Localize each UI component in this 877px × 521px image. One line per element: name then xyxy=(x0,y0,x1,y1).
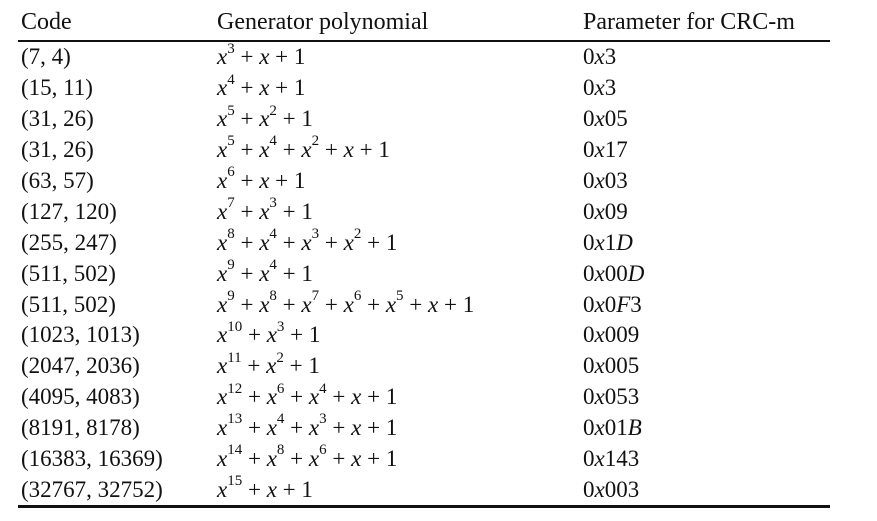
parameter-cell: 0x005 xyxy=(583,353,640,379)
polynomial-cell: x6 + x + 1 xyxy=(217,164,306,193)
parameter-cell: 0x03 xyxy=(583,168,628,193)
parameter-cell: 0x05 xyxy=(583,106,628,132)
code-cell: (63, 57) xyxy=(21,168,94,193)
header-code: Code xyxy=(18,4,214,42)
parameter-cell: 0x00D xyxy=(583,260,645,286)
table-row: (4095, 4083) x12 + x6 + x4 + x + 1 0x053 xyxy=(18,380,830,413)
table-row: (63, 57) x6 + x + 1 0x03 xyxy=(18,164,830,197)
polynomial-cell: x9 + x4 + 1 xyxy=(217,257,313,286)
code-cell: (511, 502) xyxy=(21,291,116,317)
parameter-cell: 0x009 xyxy=(583,322,640,348)
table-body: (7, 4) x3 + x + 1 0x3 (15, 11) x4 + x + 1 0x3… xyxy=(18,41,830,509)
table-row: (31, 26) x5 + x4 + x2 + x + 1 0x17 xyxy=(18,133,830,166)
table-row: (8191, 8178) x13 + x4 + x3 + x + 1 0x01B xyxy=(18,411,830,444)
polynomial-cell: x5 + x2 + 1 xyxy=(217,102,313,132)
header-parameter: Parameter for CRC-m xyxy=(580,4,830,42)
parameter-cell: 0x143 xyxy=(583,446,640,472)
code-cell: (16383, 16369) xyxy=(21,446,163,472)
header-row: Code Generator polynomial Parameter for … xyxy=(18,4,830,42)
code-cell: (31, 26) xyxy=(21,137,94,163)
code-cell: (7, 4) xyxy=(21,44,71,70)
polynomial-cell: x10 + x3 + 1 xyxy=(217,318,321,348)
parameter-cell: 0x053 xyxy=(583,384,640,410)
parameter-cell: 0x01B xyxy=(583,415,642,441)
parameter-cell: 0x0F3 xyxy=(583,291,642,317)
table-row: (32767, 32752) x15 + x + 1 0x003 xyxy=(18,474,830,509)
crc-generator-table: Code Generator polynomial Parameter for … xyxy=(18,4,830,509)
code-cell: (255, 247) xyxy=(21,229,117,255)
parameter-cell: 0x17 xyxy=(583,137,628,163)
header-generator-polynomial: Generator polynomial xyxy=(214,4,580,42)
polynomial-cell: x5 + x4 + x2 + x + 1 xyxy=(217,133,390,163)
table-row: (1023, 1013) x10 + x3 + 1 0x009 xyxy=(18,318,830,351)
polynomial-cell: x7 + x3 + 1 xyxy=(217,195,313,224)
code-cell: (31, 26) xyxy=(21,106,94,132)
code-cell: (511, 502) xyxy=(21,260,116,286)
polynomial-cell: x8 + x4 + x3 + x2 + 1 xyxy=(217,226,398,255)
parameter-cell: 0x1D xyxy=(583,229,633,255)
parameter-cell: 0x09 xyxy=(583,198,628,224)
crc-table-container: Code Generator polynomial Parameter for … xyxy=(18,4,830,509)
code-cell: (2047, 2036) xyxy=(21,353,140,379)
code-cell: (32767, 32752) xyxy=(18,474,214,509)
code-cell: (1023, 1013) xyxy=(21,322,140,348)
table-row: (31, 26) x5 + x2 + 1 0x05 xyxy=(18,102,830,135)
table-row: (255, 247) x8 + x4 + x3 + x2 + 1 0x1D xyxy=(18,227,830,258)
table-row: (2047, 2036) x11 + x2 + 1 0x005 xyxy=(18,349,830,382)
code-cell: (4095, 4083) xyxy=(21,384,140,410)
polynomial-cell: x12 + x6 + x4 + x + 1 xyxy=(217,380,398,410)
polynomial-cell: x4 + x + 1 xyxy=(217,71,306,101)
polynomial-cell: x15 + x + 1 xyxy=(214,474,580,509)
polynomial-cell: x13 + x4 + x3 + x + 1 xyxy=(217,411,398,441)
polynomial-cell: x11 + x2 + 1 xyxy=(217,349,320,379)
parameter-cell: 0x3 xyxy=(583,75,617,101)
table-row: (7, 4) x3 + x + 1 0x3 xyxy=(18,41,830,73)
polynomial-cell: x9 + x8 + x7 + x6 + x5 + x + 1 xyxy=(217,287,475,317)
polynomial-cell: x14 + x8 + x6 + x + 1 xyxy=(217,442,398,472)
table-row: (511, 502) x9 + x4 + 1 0x00D xyxy=(18,258,830,289)
code-cell: (15, 11) xyxy=(21,75,93,101)
parameter-cell: 0x003 xyxy=(580,474,830,509)
table-row: (127, 120) x7 + x3 + 1 0x09 xyxy=(18,196,830,227)
code-cell: (8191, 8178) xyxy=(21,415,140,441)
code-cell: (127, 120) xyxy=(21,198,117,224)
parameter-cell: 0x3 xyxy=(583,44,617,70)
table-row: (511, 502) x9 + x8 + x7 + x6 + x5 + x + 1… xyxy=(18,287,830,320)
polynomial-cell: x3 + x + 1 xyxy=(217,40,306,70)
table-row: (15, 11) x4 + x + 1 0x3 xyxy=(18,71,830,104)
table-row: (16383, 16369) x14 + x8 + x6 + x + 1 0x143 xyxy=(18,442,830,475)
table-header: Code Generator polynomial Parameter for … xyxy=(18,4,830,42)
